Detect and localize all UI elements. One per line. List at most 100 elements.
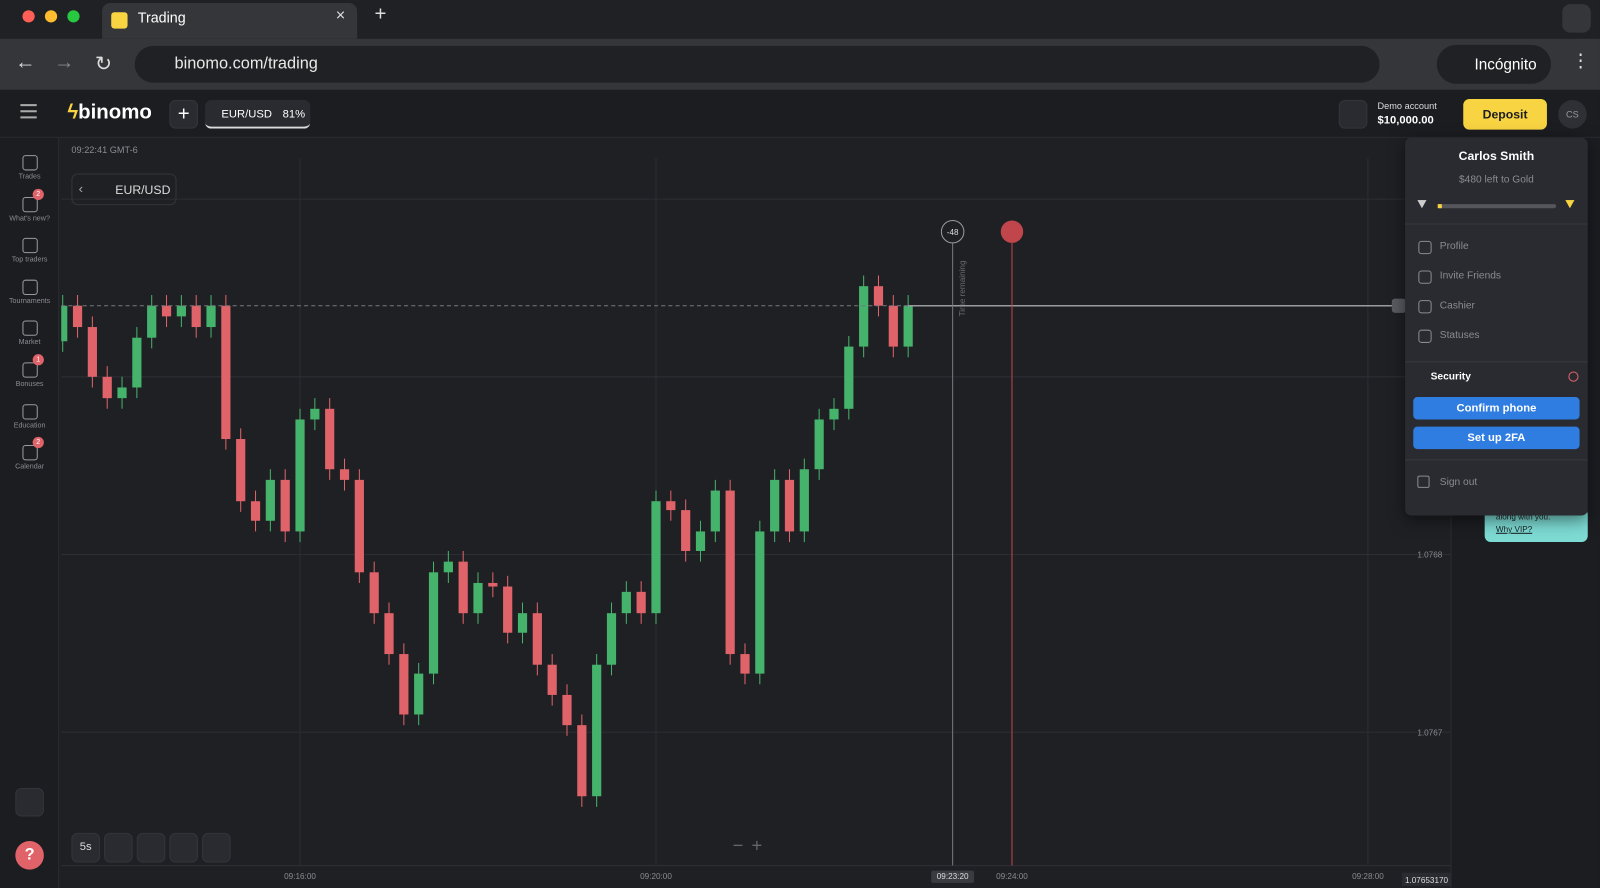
sidebar-label[interactable]: Bonuses: [15, 380, 44, 388]
account-type[interactable]: Demo account: [1377, 101, 1437, 112]
help[interactable]: ?: [15, 841, 44, 870]
candle-body: [844, 346, 854, 409]
back[interactable]: ←: [15, 51, 36, 74]
forward[interactable]: →: [54, 51, 75, 74]
sidebar-icon[interactable]: [22, 155, 38, 171]
vip-text: along with you.: [1495, 512, 1551, 522]
sidebar-icon[interactable]: [22, 403, 38, 420]
purchase-time: 09:23:20: [937, 872, 969, 881]
divider: [1405, 361, 1588, 363]
rocket[interactable]: [15, 787, 44, 817]
candle-body: [562, 694, 572, 726]
candle-body: [814, 419, 824, 470]
sidebar-badge: 2: [32, 437, 44, 449]
candle-body: [72, 305, 83, 328]
menu-item[interactable]: Profile: [1439, 240, 1469, 253]
candle-body: [740, 654, 750, 674]
expiry-time: 09:24:00: [996, 872, 1028, 881]
menu-item[interactable]: Invite Friends: [1439, 270, 1502, 282]
asset-name: EUR/USD: [221, 108, 272, 121]
candle-body: [755, 531, 765, 674]
sidebar-label[interactable]: Tournaments: [8, 297, 51, 305]
sidebar-icon[interactable]: [22, 445, 38, 461]
layout[interactable]: [202, 832, 231, 863]
sidebar-label[interactable]: Market: [18, 339, 41, 347]
tab-title: Trading: [137, 9, 186, 26]
y-tick-label: 1.0767: [1417, 728, 1442, 737]
indicators[interactable]: [136, 832, 166, 863]
countdown: -48: [947, 228, 959, 237]
tab-search[interactable]: [1562, 4, 1591, 33]
app-header: ϟbinomo + EUR/USD 81% Demo account $10,0…: [0, 89, 1600, 138]
sidebar-label[interactable]: Trades: [18, 173, 41, 181]
sidebar-badge: 1: [32, 354, 44, 366]
candle-body: [829, 408, 839, 420]
candle-body: [710, 490, 720, 532]
setup-2fa[interactable]: Set up 2FA: [1413, 426, 1580, 450]
menu-item[interactable]: Statuses: [1439, 329, 1480, 341]
price-label-box: [1402, 872, 1452, 886]
new-tab[interactable]: +: [374, 3, 387, 26]
maximize-window[interactable]: [67, 10, 80, 23]
sidebar-label[interactable]: Top traders: [11, 256, 48, 264]
timeframe[interactable]: 5s: [71, 832, 100, 863]
incognito-pill[interactable]: Incógnito: [1436, 44, 1552, 84]
profile-menu: Carlos Smith $480 left to Gold Profile In…: [1405, 137, 1588, 516]
candle-body: [102, 376, 112, 399]
chart-type[interactable]: [104, 832, 133, 863]
candle-body: [606, 613, 617, 665]
candle-body: [725, 490, 735, 655]
time-remaining: Time remaining: [958, 260, 967, 316]
menu-item[interactable]: Cashier: [1439, 300, 1475, 312]
candle-body: [428, 572, 439, 674]
sidebar-icon[interactable]: [22, 238, 38, 254]
candle-body: [250, 501, 261, 521]
deposit-button[interactable]: Deposit: [1463, 99, 1547, 130]
sidebar-label[interactable]: Education: [13, 422, 46, 430]
status-progress: $480 left to Gold: [1458, 174, 1534, 186]
asset-button[interactable]: EUR/USD ‹: [71, 173, 177, 206]
drawing[interactable]: [169, 832, 198, 863]
omnibox[interactable]: binomo.com/trading: [134, 45, 1380, 83]
vip-link[interactable]: Why VIP?: [1495, 524, 1533, 534]
tab-bar: Trading × +: [0, 0, 1600, 39]
x-tick-label: 09:20:00: [640, 872, 672, 881]
reload[interactable]: ↻: [94, 53, 113, 76]
favicon: [111, 12, 128, 29]
add-asset[interactable]: +: [169, 100, 198, 129]
candle-body: [503, 586, 513, 633]
active-tab[interactable]: Trading ×: [102, 3, 358, 39]
zoom[interactable]: −+: [732, 834, 771, 856]
candle-body: [176, 305, 186, 317]
sign-out-icon: [1417, 475, 1430, 488]
sidebar-icon[interactable]: [22, 196, 38, 212]
candle-body: [295, 419, 305, 532]
menu-icon: [1418, 329, 1432, 343]
sidebar-icon[interactable]: [22, 279, 38, 295]
sidebar-icon[interactable]: [22, 362, 38, 378]
sidebar-label[interactable]: Calendar: [15, 463, 45, 471]
logo[interactable]: ϟbinomo: [67, 101, 152, 124]
silver-diamond: [1417, 200, 1427, 209]
candle-body: [695, 531, 706, 551]
menu[interactable]: ⋮: [1571, 50, 1590, 71]
candle-body: [592, 664, 602, 797]
sign-out[interactable]: Sign out: [1439, 476, 1478, 488]
security-alert: [1568, 371, 1579, 382]
asset-tab[interactable]: EUR/USD 81%: [205, 100, 311, 129]
candle-body: [443, 561, 453, 573]
sidebar-label[interactable]: What's new?: [9, 214, 50, 223]
close-window[interactable]: [22, 10, 35, 23]
hamburger[interactable]: [20, 104, 37, 107]
candle-body: [147, 305, 157, 338]
switch-account[interactable]: [1338, 100, 1368, 129]
candle-body: [577, 725, 587, 797]
confirm-phone[interactable]: Confirm phone: [1413, 397, 1580, 420]
sidebar-icon[interactable]: [22, 320, 38, 337]
close-tab[interactable]: ×: [335, 7, 346, 25]
price-tag: [1391, 298, 1407, 313]
candle-body: [117, 387, 127, 399]
menu-icon: [1418, 270, 1432, 284]
avatar[interactable]: CS: [1558, 100, 1587, 129]
minimize-window[interactable]: [44, 10, 58, 23]
